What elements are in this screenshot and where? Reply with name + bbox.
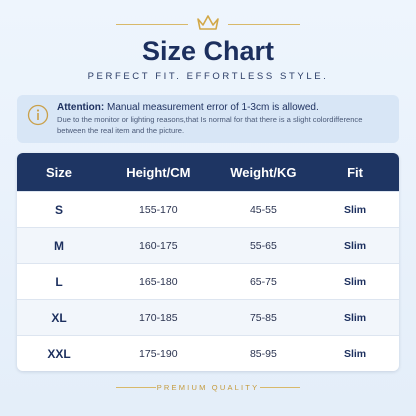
column-header: Size: [17, 153, 102, 192]
attention-text: Manual measurement error of 1-3cm is all…: [107, 102, 319, 113]
column-header: Fit: [311, 153, 399, 192]
decor-line: [116, 24, 188, 25]
footer: PREMIUM QUALITY: [156, 383, 260, 392]
header-row: Size Height/CM Weight/KG Fit: [17, 153, 399, 192]
table-body: S 155-170 45-55 Slim M 160-175 55-65 Slim L 165-1…: [17, 191, 399, 371]
size-table: Size Height/CM Weight/KG Fit S 155-170 45-55 S…: [17, 153, 399, 371]
cell-fit: Slim: [311, 335, 399, 371]
table-row: XL 170-185 75-85 Slim: [17, 299, 399, 336]
cell-fit: Slim: [311, 227, 399, 264]
cell-size: M: [17, 227, 102, 264]
cell-weight: 55-65: [215, 227, 312, 264]
subtitle: PERFECT FIT. EFFORTLESS STYLE.: [87, 71, 329, 82]
cell-size: S: [17, 191, 102, 228]
info-icon: [27, 104, 49, 126]
cell-fit: Slim: [311, 191, 399, 228]
cell-weight: 85-95: [215, 335, 312, 371]
attention-label: Attention:: [57, 102, 105, 113]
cell-weight: 65-75: [215, 263, 312, 300]
cell-weight: 75-85: [215, 299, 312, 336]
decor-line: [116, 387, 156, 388]
column-header: Weight/KG: [215, 153, 312, 192]
cell-height: 170-185: [101, 299, 216, 336]
cell-size: L: [17, 263, 102, 300]
cell-height: 160-175: [101, 227, 216, 264]
crown-icon: [197, 15, 219, 30]
cell-size: XL: [17, 299, 102, 336]
table-row: M 160-175 55-65 Slim: [17, 227, 399, 264]
title: Size Chart: [141, 36, 275, 66]
table-row: S 155-170 45-55 Slim: [17, 191, 399, 228]
column-header: Height/CM: [101, 153, 216, 192]
decor-line: [260, 387, 300, 388]
cell-fit: Slim: [311, 299, 399, 336]
attention-box: Attention: Manual measurement error of 1…: [17, 95, 399, 143]
table-head: Size Height/CM Weight/KG Fit: [17, 153, 399, 192]
decor-line: [228, 24, 300, 25]
cell-height: 165-180: [101, 263, 216, 300]
table-row: L 165-180 65-75 Slim: [17, 263, 399, 300]
cell-fit: Slim: [311, 263, 399, 300]
cell-size: XXL: [17, 335, 102, 371]
attention-note: Due to the monitor or lighting reasons,t…: [57, 115, 363, 135]
cell-height: 155-170: [101, 191, 216, 228]
table-row: XXL 175-190 85-95 Slim: [17, 335, 399, 371]
cell-height: 175-190: [101, 335, 216, 371]
cell-weight: 45-55: [215, 191, 312, 228]
attention-main: Attention: Manual measurement error of 1…: [57, 101, 391, 114]
